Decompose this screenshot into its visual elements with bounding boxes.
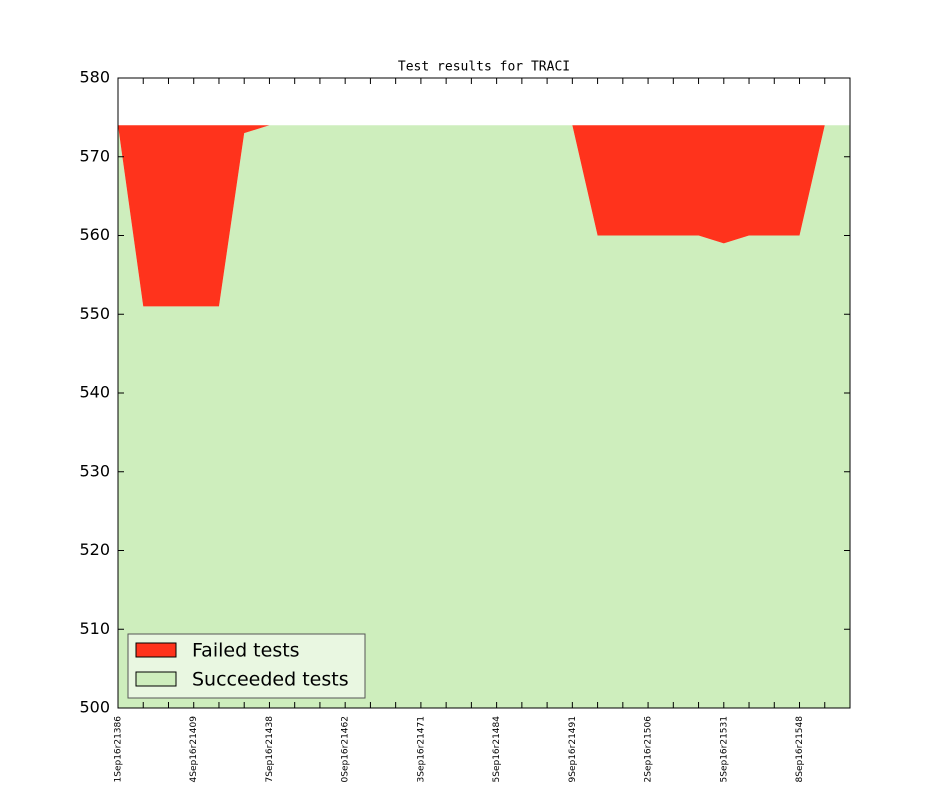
area (118, 125, 850, 307)
chart-title: Test results for TRACI (398, 60, 570, 75)
legend-label: Succeeded tests (192, 669, 349, 691)
x-tick-label: 5Sep16r21531 (719, 716, 729, 782)
y-tick-label: 580 (79, 68, 110, 87)
legend-label: Failed tests (192, 640, 300, 662)
y-tick-label: 550 (79, 304, 110, 323)
y-tick-label: 530 (79, 461, 110, 480)
y-tick-label: 520 (79, 540, 110, 559)
y-tick-label: 510 (79, 619, 110, 638)
y-tick-label: 500 (79, 698, 110, 717)
y-tick-label: 570 (79, 146, 110, 165)
plot-area (118, 125, 850, 708)
x-tick-label: 5Sep16r21484 (492, 716, 502, 783)
legend-swatch (135, 671, 177, 687)
x-tick-label: 9Sep16r21491 (568, 716, 578, 782)
area (118, 125, 850, 708)
x-tick-label: 4Sep16r21409 (189, 716, 199, 783)
x-tick-label: 3Sep16r21471 (416, 716, 426, 782)
x-tick-label: 1Sep16r21386 (114, 716, 124, 783)
x-tick-label: 8Sep16r21548 (795, 716, 805, 783)
legend-swatch (135, 642, 177, 658)
y-tick-label: 560 (79, 225, 110, 244)
x-tick-label: 7Sep16r21438 (265, 716, 275, 783)
x-tick-label: 2Sep16r21506 (644, 716, 654, 783)
x-tick-label: 0Sep16r21462 (341, 716, 351, 782)
y-tick-label: 540 (79, 383, 110, 402)
